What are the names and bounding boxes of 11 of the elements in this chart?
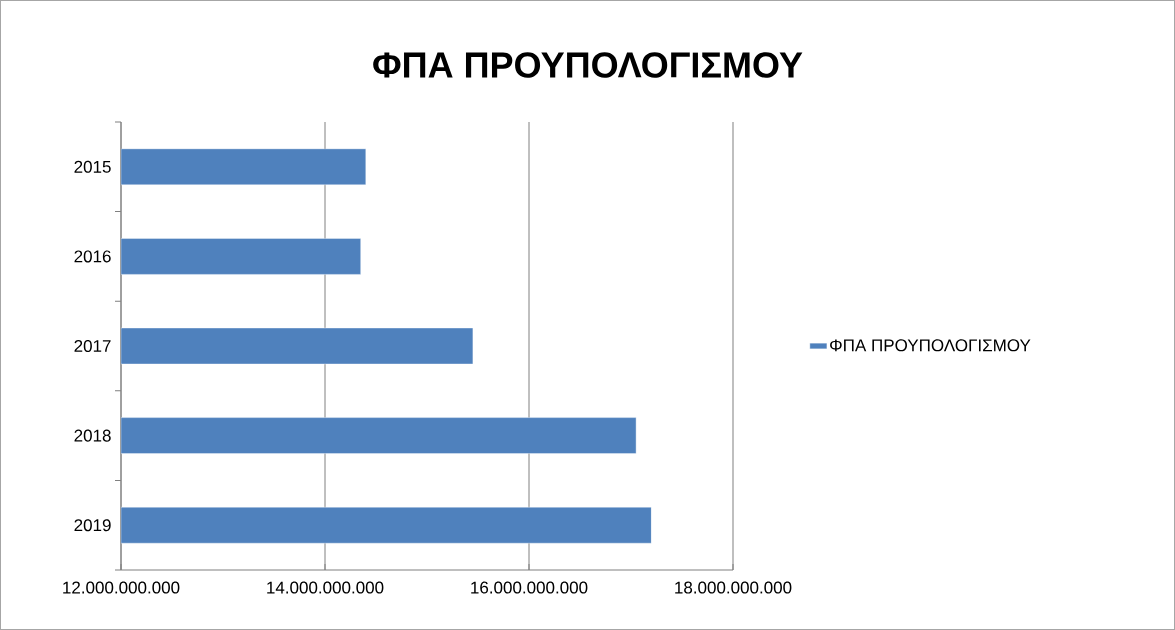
x-tick-label: 14.000.000.000 [267,581,384,594]
x-tick-label: 18.000.000.000 [675,581,792,594]
x-tick-label: 16.000.000.000 [471,581,588,594]
y-tick-label: 2015 [74,160,111,173]
y-tick-label: 2017 [74,339,111,353]
y-tick-label: 2019 [74,519,111,532]
y-tick-label: 2018 [74,429,111,442]
x-tick-label: 12.000.000.000 [63,581,180,594]
y-tick-label: 2016 [74,250,111,263]
legend-label: ΦΠΑ ΠΡΟΥΠΟΛΟΓΙΣΜΟΥ [830,339,1031,352]
chart-title: ΦΠΑ ΠΡΟΥΠΟΛΟΓΙΣΜΟΥ [373,52,803,78]
